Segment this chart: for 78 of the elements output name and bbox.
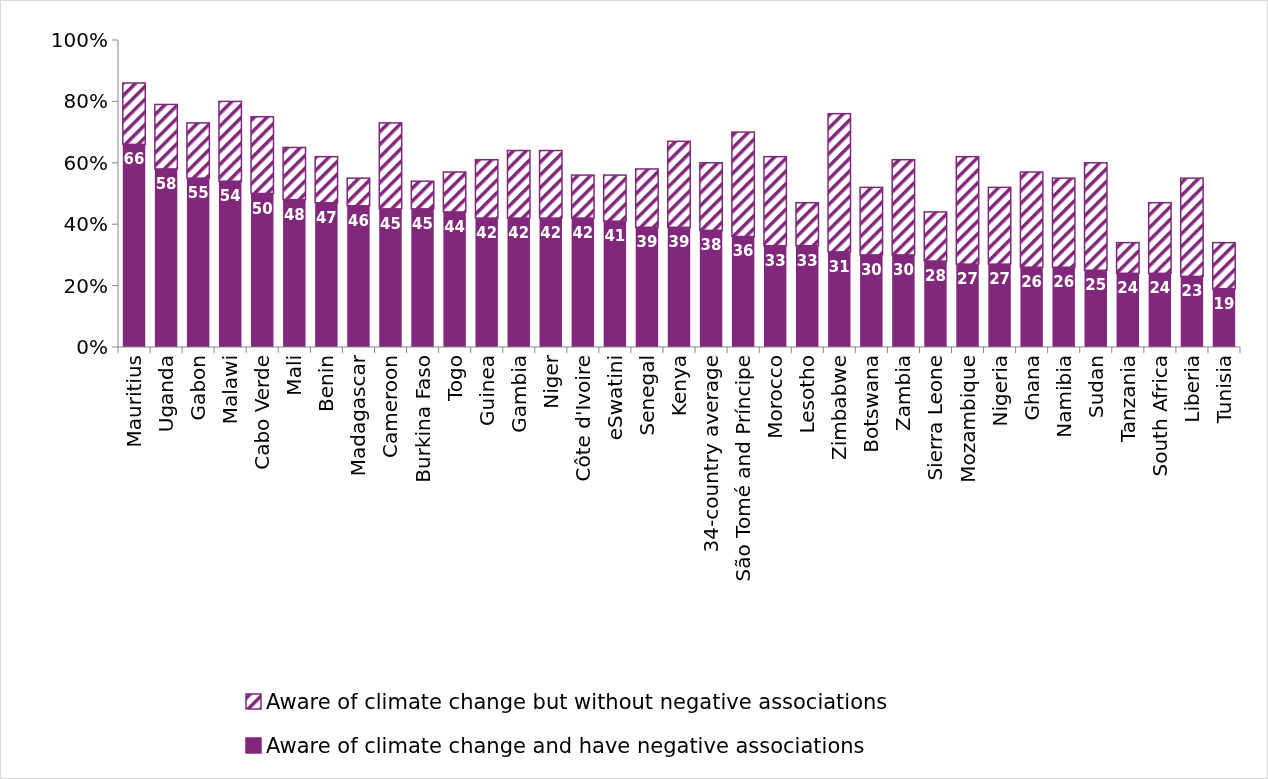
data-label: 55 (187, 184, 209, 203)
y-tick-label: 60% (63, 150, 108, 175)
x-tick-label: Guinea (474, 355, 499, 426)
data-label: 30 (860, 260, 882, 279)
x-tick-label: Botswana (859, 355, 884, 453)
data-label: 39 (668, 233, 690, 252)
x-tick-label: Sierra Leone (923, 355, 948, 481)
x-tick-label: Ghana (1019, 355, 1044, 421)
x-tick-label: Tunisia (1211, 355, 1236, 425)
x-tick-label: eSwatini (602, 355, 627, 441)
data-label: 45 (380, 214, 401, 233)
data-label: 45 (412, 214, 433, 233)
x-tick-label: Madagascar (346, 354, 371, 477)
x-tick-label: Uganda (154, 355, 179, 433)
x-tick-label: Gabon (186, 355, 211, 421)
y-tick-label: 20% (63, 273, 108, 298)
x-tick-label: Mali (282, 355, 307, 396)
y-tick-label: 100% (50, 28, 108, 52)
data-label: 33 (796, 251, 818, 270)
x-tick-label: 34-country average (699, 355, 724, 553)
data-label: 42 (572, 224, 594, 243)
data-label: 27 (989, 270, 1011, 289)
data-label: 58 (155, 174, 177, 193)
x-tick-label: Burkina Faso (410, 355, 435, 483)
x-tick-label: Cabo Verde (250, 355, 275, 470)
data-label: 26 (1021, 273, 1043, 292)
x-tick-label: Malawi (218, 355, 243, 425)
x-tick-label: Tanzania (1115, 355, 1140, 444)
data-label: 23 (1181, 282, 1203, 301)
data-label: 42 (476, 224, 498, 243)
x-tick-label: Kenya (667, 355, 691, 417)
data-label: 33 (764, 251, 786, 270)
x-tick-label: Zimbabwe (827, 355, 852, 461)
data-label: 47 (315, 208, 337, 227)
x-tick-label: Senegal (634, 355, 659, 436)
legend-label: Aware of climate change and have negative associations (266, 734, 865, 759)
data-label: 48 (283, 205, 305, 224)
data-label: 39 (636, 233, 658, 252)
x-tick-label: Sudan (1083, 355, 1108, 418)
x-tick-label: Lesotho (795, 355, 820, 434)
y-tick-label: 40% (63, 212, 108, 237)
x-tick-label: South Africa (1147, 355, 1172, 477)
x-tick-label: Gambia (506, 355, 531, 433)
data-label: 41 (604, 227, 626, 246)
data-label: 24 (1117, 279, 1139, 298)
y-tick-label: 0% (76, 335, 108, 359)
data-label: 42 (508, 224, 530, 243)
data-label: 26 (1053, 273, 1075, 292)
x-tick-label: Nigeria (987, 355, 1012, 427)
y-tick-label: 80% (63, 89, 108, 114)
data-label: 50 (251, 199, 273, 218)
data-label: 66 (123, 150, 145, 169)
x-tick-label: Zambia (891, 355, 916, 431)
data-label: 36 (732, 242, 754, 261)
x-tick-label: São Tomé and Príncipe (731, 355, 756, 582)
x-tick-label: Cameroon (378, 355, 403, 458)
x-tick-label: Namibia (1051, 355, 1076, 438)
data-label: 28 (925, 267, 946, 286)
x-tick-label: Togo (442, 355, 467, 402)
data-label: 19 (1213, 294, 1235, 313)
data-label: 27 (957, 270, 978, 289)
data-label: 38 (700, 236, 722, 255)
x-tick-label: Benin (314, 355, 339, 412)
data-label: 54 (219, 187, 241, 206)
x-tick-label: Niger (538, 354, 563, 409)
data-label: 44 (444, 217, 466, 236)
x-tick-label: Liberia (1179, 355, 1204, 423)
data-label: 42 (540, 224, 562, 243)
data-label: 25 (1085, 276, 1107, 295)
data-label: 24 (1149, 279, 1171, 298)
data-label: 30 (892, 260, 914, 279)
x-tick-label: Morocco (763, 355, 788, 439)
x-tick-label: Mauritius (122, 355, 147, 448)
data-label: 31 (828, 257, 850, 276)
x-tick-label: Côte d'Ivoire (570, 355, 595, 482)
data-label: 46 (347, 211, 369, 230)
x-tick-label: Mozambique (955, 355, 980, 483)
legend-label: Aware of climate change but without negative associations (266, 690, 888, 715)
